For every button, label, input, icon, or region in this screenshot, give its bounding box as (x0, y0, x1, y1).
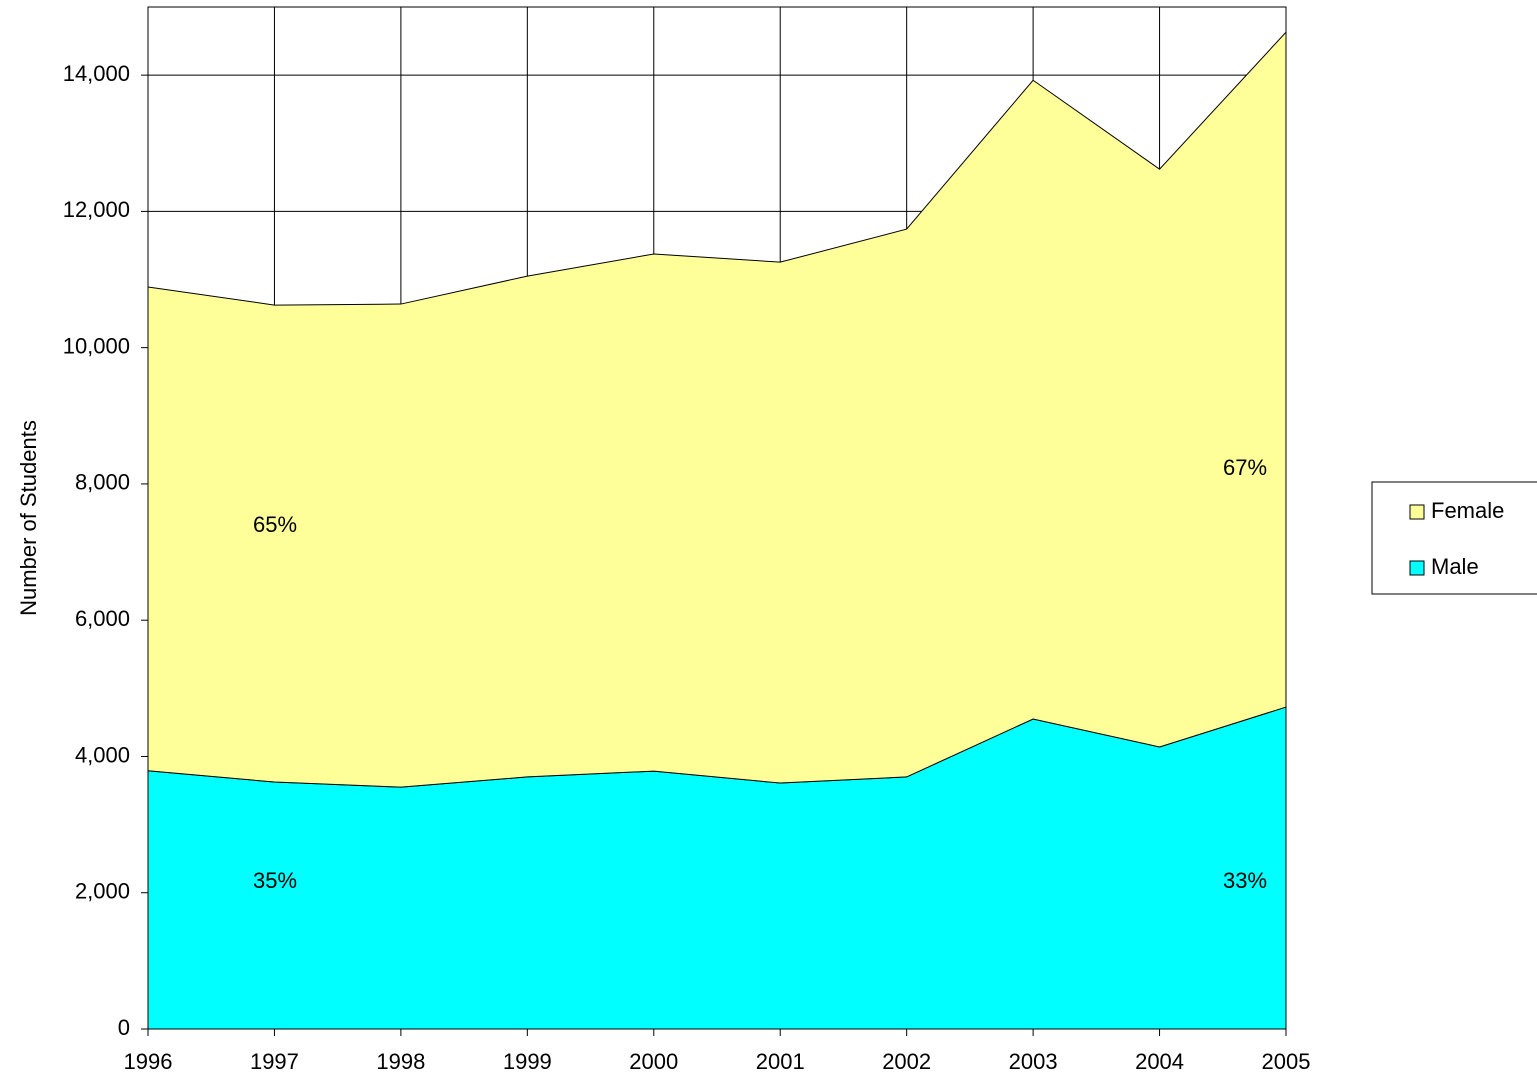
legend-box (1371, 481, 1537, 595)
x-tick-label: 1996 (124, 1049, 173, 1074)
legend-swatch (1409, 504, 1425, 520)
y-axis-label: Number of Students (16, 420, 41, 616)
x-tick-label: 2000 (629, 1049, 678, 1074)
y-tick-label: 2,000 (75, 879, 130, 904)
x-tick-label: 2001 (756, 1049, 805, 1074)
y-tick-label: 6,000 (75, 606, 130, 631)
annotation: 33% (1223, 868, 1267, 893)
y-tick-label: 14,000 (63, 61, 130, 86)
x-tick-label: 2005 (1262, 1049, 1311, 1074)
x-tick-label: 1998 (376, 1049, 425, 1074)
x-tick-label: 2002 (882, 1049, 931, 1074)
x-tick-label: 1999 (503, 1049, 552, 1074)
y-tick-label: 0 (118, 1015, 130, 1040)
y-tick-label: 8,000 (75, 470, 130, 495)
plot-border (147, 6, 1287, 1030)
legend-label: Female (1431, 498, 1504, 523)
x-tick-label: 2004 (1135, 1049, 1184, 1074)
y-tick-label: 4,000 (75, 742, 130, 767)
y-tick-label: 10,000 (63, 333, 130, 358)
legend-swatch (1409, 560, 1425, 576)
legend-label: Male (1431, 554, 1479, 579)
x-tick-label: 2003 (1009, 1049, 1058, 1074)
y-tick-label: 12,000 (63, 197, 130, 222)
annotation: 67% (1223, 455, 1267, 480)
annotation: 65% (253, 512, 297, 537)
annotation: 35% (253, 868, 297, 893)
x-tick-label: 1997 (250, 1049, 299, 1074)
